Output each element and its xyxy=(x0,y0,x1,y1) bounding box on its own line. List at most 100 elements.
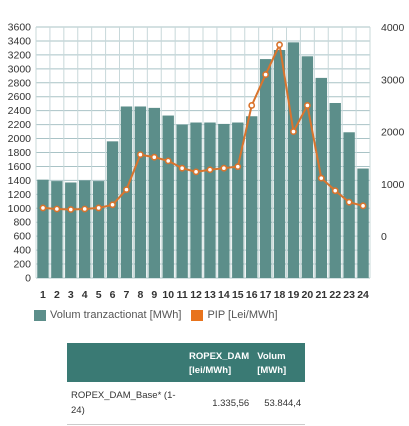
left-tick-label: 800 xyxy=(13,217,31,229)
left-axis: 0 200 400 600 800 1000 1200 1400 1600 1800 2000 220… xyxy=(8,22,32,285)
x-tick-label: 16 xyxy=(246,289,258,301)
pip-point xyxy=(109,201,116,209)
x-tick-label: 9 xyxy=(151,289,157,301)
legend-swatch-pip xyxy=(191,309,204,321)
pip-point xyxy=(359,202,367,210)
x-tick-label: 11 xyxy=(177,289,188,301)
x-tick-label: 12 xyxy=(190,289,202,301)
pip-point xyxy=(67,206,75,213)
left-tick-label: 400 xyxy=(13,245,31,257)
pip-point xyxy=(220,164,228,172)
right-tick-label: 3000 xyxy=(381,74,405,86)
line-series xyxy=(39,41,367,213)
left-tick-label: 2200 xyxy=(8,119,32,131)
pip-point xyxy=(150,153,158,161)
table-header-row: ROPEX_DAM [lei/MWh] Volum [MWh] xyxy=(67,343,306,382)
table-cell-volume: 53.844,4 xyxy=(253,382,306,425)
legend-label-volume: Volum tranzactionat [MWh] xyxy=(50,309,182,321)
legend-swatch-volume xyxy=(34,309,46,321)
bar xyxy=(301,56,314,279)
x-tick-label: 19 xyxy=(288,289,300,301)
left-tick-label: 1400 xyxy=(8,175,32,187)
pip-point xyxy=(206,166,214,174)
pip-point xyxy=(303,102,311,109)
left-tick-label: 200 xyxy=(13,259,31,271)
pip-point xyxy=(95,204,103,212)
pip-point xyxy=(290,128,297,135)
legend-item-pip[interactable]: PIP [Lei/MWh] xyxy=(191,309,278,321)
x-tick-label: 7 xyxy=(124,289,130,301)
chart: 0200400600800100012001400160018002000220… xyxy=(8,22,405,302)
right-axis: 0 1000 2000 3000 4000 xyxy=(381,22,405,243)
left-tick-label: 3400 xyxy=(8,35,32,47)
pip-point xyxy=(178,164,186,172)
x-tick-label: 21 xyxy=(315,289,327,301)
summary-table: ROPEX_DAM [lei/MWh] Volum [MWh] ROPEX_DA… xyxy=(67,343,306,425)
bar xyxy=(92,181,105,278)
x-tick-label: 5 xyxy=(96,289,102,301)
left-tick-label: 2400 xyxy=(8,105,32,117)
left-tick-label: 0 xyxy=(25,273,31,285)
bar xyxy=(287,42,300,278)
right-tick-label: 1000 xyxy=(381,179,405,191)
table-row: ROPEX_DAM_Base* (1-24) 1.335,56 53.844,4 xyxy=(67,382,306,425)
bar xyxy=(37,179,49,278)
x-tick-label: 23 xyxy=(343,289,355,301)
legend-label-pip: PIP [Lei/MWh] xyxy=(207,309,278,321)
bar xyxy=(204,122,216,279)
left-tick-label: 1800 xyxy=(8,147,32,159)
bar xyxy=(273,50,286,279)
right-tick-label: 0 xyxy=(381,231,387,243)
x-tick-label: 4 xyxy=(82,289,88,301)
left-tick-label: 3000 xyxy=(8,63,32,75)
x-tick-label: 15 xyxy=(232,289,244,301)
x-tick-label: 20 xyxy=(302,289,314,301)
right-tick-label: 2000 xyxy=(381,127,405,139)
x-tick-label: 2 xyxy=(54,289,60,301)
x-tick-label: 14 xyxy=(218,289,230,301)
x-tick-label: 13 xyxy=(204,289,216,301)
table-cell-price: 1.335,56 xyxy=(185,382,254,425)
bar xyxy=(176,124,188,278)
x-tick-label: 22 xyxy=(329,289,341,301)
left-tick-label: 1600 xyxy=(8,161,32,173)
x-tick-label: 1 xyxy=(40,289,46,301)
left-tick-label: 1200 xyxy=(8,189,32,201)
x-tick-label: 3 xyxy=(68,289,74,301)
left-tick-label: 3200 xyxy=(8,49,32,61)
left-tick-label: 2600 xyxy=(8,91,32,103)
bar xyxy=(162,115,174,278)
bar xyxy=(218,123,230,279)
pip-point xyxy=(248,102,256,109)
bar xyxy=(51,181,63,278)
pip-point xyxy=(234,163,242,171)
x-tick-label: 18 xyxy=(274,289,286,301)
pip-point xyxy=(123,186,130,194)
pip-point xyxy=(39,204,47,212)
x-tick-label: 6 xyxy=(110,289,116,301)
pip-point xyxy=(53,205,61,213)
bar xyxy=(106,141,119,278)
bar xyxy=(79,180,91,278)
bar xyxy=(357,168,369,278)
pip-point xyxy=(192,168,200,176)
bar xyxy=(65,182,77,278)
table-header-volume: Volum [MWh] xyxy=(253,343,306,382)
bar xyxy=(190,122,202,279)
bar xyxy=(134,106,147,278)
x-axis: 1 2 3 4 5 6 7 8 9 10 11 12 13 14 15 16 17 18 19 20 21 22 23 24 xyxy=(40,289,369,301)
pip-point xyxy=(317,174,325,182)
left-tick-label: 3600 xyxy=(8,22,32,34)
table-cell-label: ROPEX_DAM_Base* (1-24) xyxy=(67,382,185,425)
left-tick-label: 600 xyxy=(13,231,31,243)
x-tick-label: 17 xyxy=(260,289,272,301)
pip-point xyxy=(164,157,172,165)
x-tick-label: 24 xyxy=(357,289,369,301)
pip-point xyxy=(331,187,339,195)
bar xyxy=(232,122,244,279)
bar xyxy=(259,59,272,279)
bar xyxy=(246,116,258,278)
legend: Volum tranzactionat [MWh] PIP [Lei/MWh] xyxy=(34,309,288,321)
x-tick-label: 10 xyxy=(162,289,174,301)
legend-item-volume[interactable]: Volum tranzactionat [MWh] xyxy=(34,309,181,321)
